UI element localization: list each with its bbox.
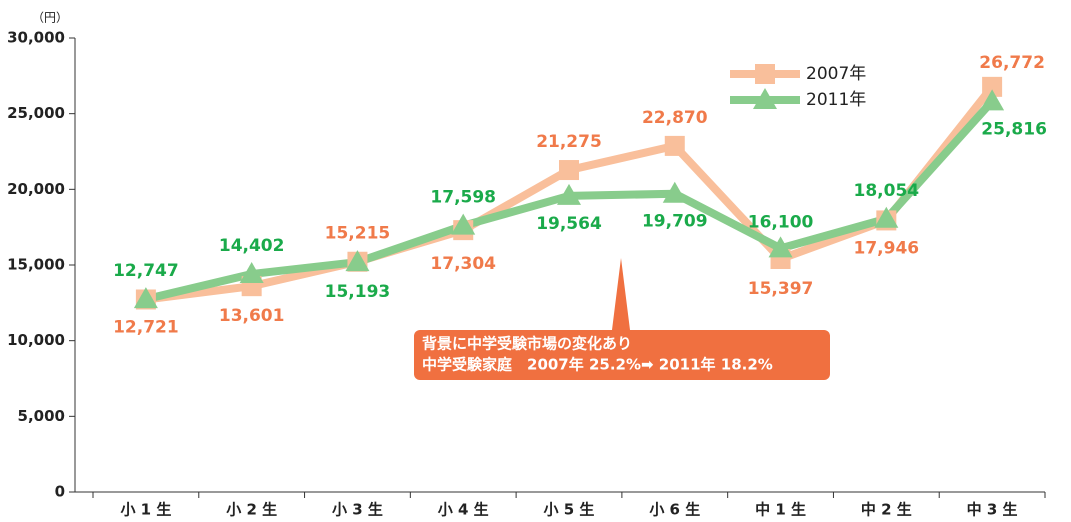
marker [980,89,1005,111]
marker [664,135,685,156]
value-label: 18,054 [854,181,920,201]
y-unit: （円） [32,11,68,25]
marker [559,160,579,181]
value-label: 22,870 [642,108,708,128]
y-tick-label: 25,000 [7,104,65,122]
marker [557,183,581,205]
value-label: 19,709 [642,212,708,232]
x-tick-label: 小 6 生 [649,501,700,519]
legend-marker [755,64,775,84]
y-tick-label: 10,000 [7,331,65,349]
value-label: 16,100 [748,212,814,232]
annotation-pointer [612,258,630,330]
value-label: 15,397 [748,279,814,299]
y-tick-label: 30,000 [7,29,65,47]
marker [133,287,158,309]
value-label: 12,721 [113,317,179,337]
value-label: 15,215 [325,224,391,244]
marker [982,76,1003,97]
value-label: 17,304 [430,254,496,274]
y-tick-label: 5,000 [18,407,65,425]
marker [874,206,899,228]
value-label: 21,275 [536,132,602,152]
marker [345,250,370,272]
x-tick-label: 中 1 生 [755,501,806,519]
legend-label: 2007年 [806,64,866,84]
x-tick-label: 小 3 生 [332,501,383,519]
value-label: 13,601 [219,306,285,326]
y-tick-label: 15,000 [7,256,65,274]
value-label: 15,193 [325,282,391,302]
value-label: 26,772 [979,53,1045,73]
value-label: 25,816 [981,119,1047,139]
annotation-text: 中学受験家庭 2007年 25.2%➡ 2011年 18.2% [422,356,773,374]
legend-marker [753,88,777,109]
value-label: 14,402 [219,236,285,256]
legend-label: 2011年 [806,90,866,110]
x-tick-label: 中 3 生 [967,501,1018,519]
x-tick-label: 小 5 生 [544,501,595,519]
marker [239,262,264,284]
x-tick-label: 中 2 生 [861,501,912,519]
x-tick-label: 小 4 生 [438,501,489,519]
annotation-text: 背景に中学受験市場の変化あり [422,335,632,353]
value-label: 17,598 [430,188,496,208]
y-tick-label: 0 [55,483,65,501]
x-tick-label: 小 1 生 [120,501,171,519]
value-label: 17,946 [854,238,920,258]
marker [768,236,793,258]
value-label: 12,747 [113,261,179,281]
annotation-box [414,330,830,380]
marker [662,181,687,203]
y-tick-label: 20,000 [7,180,65,198]
marker [451,213,476,235]
value-label: 19,564 [536,214,602,234]
x-tick-label: 小 2 生 [226,501,277,519]
